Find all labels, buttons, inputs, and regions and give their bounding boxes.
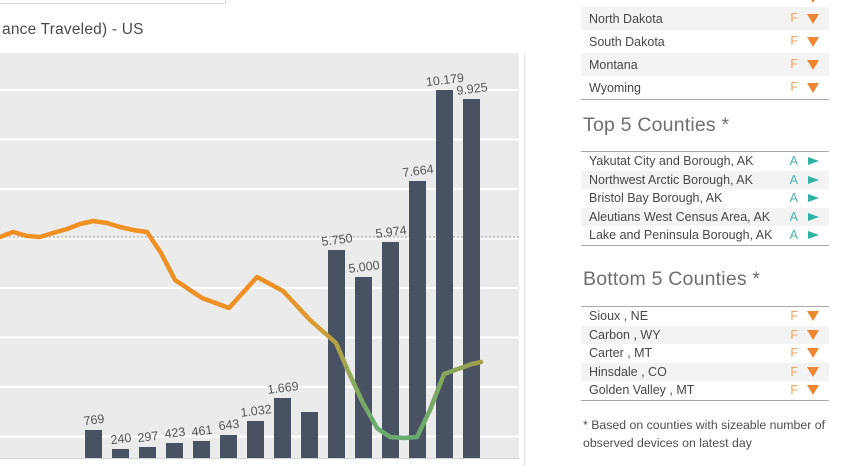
arrow-down-icon <box>807 83 819 93</box>
top-county-row[interactable]: Bristol Bay Borough, AK A <box>581 189 829 208</box>
list-item-label: Bristol Bay Borough, AK <box>589 191 723 205</box>
list-item-label: Northwest Arctic Borough, AK <box>589 172 753 187</box>
list-item-label: Carbon , WY <box>589 327 661 342</box>
grade-letter: F <box>790 80 798 94</box>
arrow-right-icon <box>808 157 819 165</box>
arrow-down-icon <box>807 311 819 321</box>
footnote: * Based on counties with sizeable number… <box>583 418 825 451</box>
arrow-down-icon <box>807 385 819 395</box>
bar[interactable] <box>247 420 264 458</box>
bar[interactable] <box>301 412 318 458</box>
bar[interactable] <box>85 430 102 458</box>
grade-letter: F <box>790 34 798 48</box>
grade-letter: F <box>790 57 798 71</box>
grade-letter: A <box>789 154 798 168</box>
state-row[interactable]: South Dakota F <box>581 30 829 53</box>
arrow-down-icon <box>807 14 819 24</box>
grade-letter: A <box>789 172 798 187</box>
bar[interactable] <box>139 447 156 458</box>
list-item-label: Yakutat City and Borough, AK <box>589 154 754 168</box>
plot-right-border <box>524 53 525 466</box>
bar[interactable] <box>463 99 480 458</box>
list-item-label: Golden Valley , MT <box>589 383 695 397</box>
top-county-row[interactable]: Lake and Peninsula Borough, AK A <box>581 226 829 245</box>
arrow-right-icon <box>808 175 819 184</box>
arrow-right-icon <box>808 194 819 202</box>
bar[interactable] <box>436 89 453 458</box>
bar[interactable] <box>112 449 129 458</box>
list-item-label: Wyoming <box>589 81 641 95</box>
bar[interactable] <box>274 397 291 458</box>
grade-letter: F <box>790 364 798 379</box>
grade-letter: A <box>789 228 798 242</box>
arrow-down-icon <box>807 0 819 3</box>
list-item-label: Montana <box>589 58 638 72</box>
bottom-counties-list: Sioux , NE F Carbon , WY F Carter , MT F Hinsd… <box>581 306 829 401</box>
bar[interactable] <box>328 250 345 458</box>
top-counties-title: Top 5 Counties * <box>583 114 730 136</box>
gridlines <box>0 89 519 458</box>
bottom-county-row[interactable]: Carter , MT F <box>581 344 829 363</box>
list-item-label: South Dakota <box>589 35 665 49</box>
bar[interactable] <box>220 434 237 458</box>
baseline-reference-line <box>0 236 519 238</box>
bottom-county-row[interactable]: Sioux , NE F <box>581 307 829 326</box>
cropped-list-row <box>581 0 829 3</box>
states-list: North Dakota F South Dakota F Montana F Wyomin… <box>581 7 829 100</box>
state-row[interactable]: Montana F <box>581 53 829 76</box>
top-county-row[interactable]: Yakutat City and Borough, AK A <box>581 152 829 171</box>
cropped-panel-border-corner <box>225 0 226 4</box>
grade-letter: A <box>789 209 798 224</box>
arrow-down-icon <box>807 37 819 47</box>
list-item-label: Carter , MT <box>589 346 653 360</box>
bar[interactable] <box>409 180 426 458</box>
grade-letter: A <box>789 191 798 205</box>
list-item-label: North Dakota <box>589 12 663 26</box>
arrow-right-icon <box>808 212 819 221</box>
top-county-row[interactable]: Northwest Arctic Borough, AK A <box>581 170 829 189</box>
bottom-counties-title: Bottom 5 Counties * <box>583 268 761 290</box>
arrow-down-icon <box>807 366 819 377</box>
grade-letter: F <box>790 309 798 323</box>
top-counties-list: Yakutat City and Borough, AK A Northwest A… <box>581 151 829 246</box>
bar[interactable] <box>382 242 399 458</box>
list-item-label: Aleutians West Census Area, AK <box>589 209 771 224</box>
list-item-label: Sioux , NE <box>589 309 649 323</box>
arrow-down-icon <box>807 348 819 358</box>
bar[interactable] <box>166 442 183 458</box>
arrow-down-icon <box>807 60 819 70</box>
bottom-county-row[interactable]: Hinsdale , CO F <box>581 362 829 381</box>
mobility-trend-line <box>0 218 484 441</box>
list-item-label: Lake and Peninsula Borough, AK <box>589 228 773 242</box>
state-row[interactable]: Wyoming F <box>581 76 829 99</box>
list-item-label: Hinsdale , CO <box>589 364 667 379</box>
top-county-row[interactable]: Aleutians West Census Area, AK A <box>581 207 829 226</box>
cropped-panel-border <box>0 3 226 4</box>
arrow-down-icon <box>807 329 819 340</box>
grade-letter: F <box>790 327 798 342</box>
state-row[interactable]: North Dakota F <box>581 7 829 30</box>
bottom-county-row[interactable]: Golden Valley , MT F <box>581 381 829 400</box>
grade-letter: F <box>790 346 798 360</box>
grade-letter: F <box>790 383 798 397</box>
bar[interactable] <box>193 441 210 458</box>
mobility-chart-plot: 769 240 297 423 461 643 1.032 1.669 5.750 5.000 5.… <box>0 53 519 459</box>
chart-title: ance Traveled) - US <box>2 21 144 38</box>
arrow-right-icon <box>808 231 819 239</box>
grade-letter: F <box>790 11 798 25</box>
bottom-county-row[interactable]: Carbon , WY F <box>581 325 829 344</box>
